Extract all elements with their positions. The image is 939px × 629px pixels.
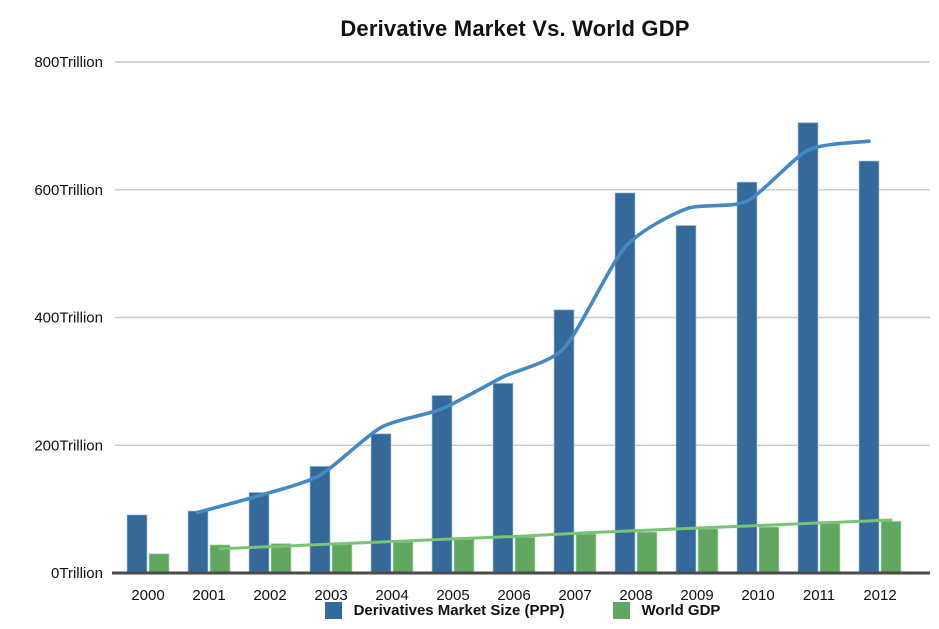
derivatives-legend-swatch-icon xyxy=(324,602,342,619)
x-tick-label-2005: 2005 xyxy=(436,587,469,604)
bar-world-gdp-2005 xyxy=(453,537,475,574)
bar-derivatives-market-size-ppp-2001 xyxy=(187,510,209,574)
bar-world-gdp-2002 xyxy=(270,543,292,574)
bar-world-gdp-2004 xyxy=(392,540,414,574)
y-tick-label-800trillion: 800Trillion xyxy=(34,54,103,71)
bar-derivatives-market-size-ppp-2009 xyxy=(675,225,697,574)
y-tick-label-400trillion: 400Trillion xyxy=(34,310,103,327)
x-tick-label-2009: 2009 xyxy=(680,587,713,604)
bar-derivatives-market-size-ppp-2006 xyxy=(492,382,514,574)
y-tick-label-0trillion: 0Trillion xyxy=(51,565,103,582)
bar-derivatives-market-size-ppp-2011 xyxy=(797,122,819,574)
bar-world-gdp-2007 xyxy=(575,533,597,574)
x-tick-label-2000: 2000 xyxy=(131,587,164,604)
bar-derivatives-market-size-ppp-2010 xyxy=(736,181,758,574)
x-tick-label-2011: 2011 xyxy=(803,587,835,604)
bar-derivatives-market-size-ppp-2000 xyxy=(126,514,148,574)
bar-world-gdp-2011 xyxy=(819,522,841,574)
bar-world-gdp-2003 xyxy=(331,542,353,574)
legend-item-derivatives: Derivatives Market Size (PPP) xyxy=(324,602,565,619)
bar-world-gdp-2012 xyxy=(880,520,902,574)
x-tick-label-2002: 2002 xyxy=(253,587,286,604)
x-tick-label-2012: 2012 xyxy=(863,587,896,604)
world-gdp-legend-swatch-icon xyxy=(612,602,630,619)
legend: Derivatives Market Size (PPP) World GDP xyxy=(115,602,930,619)
derivatives-market-size-trend-line xyxy=(196,139,871,515)
x-tick-label-2004: 2004 xyxy=(375,587,408,604)
bar-derivatives-market-size-ppp-2004 xyxy=(370,433,392,574)
x-tick-label-2010: 2010 xyxy=(741,587,774,604)
y-tick-label-600trillion: 600Trillion xyxy=(34,182,103,199)
legend-label-world-gdp: World GDP xyxy=(641,602,721,619)
world-gdp-trend-line xyxy=(218,518,893,551)
x-tick-label-2006: 2006 xyxy=(497,587,530,604)
bar-derivatives-market-size-ppp-2003 xyxy=(309,465,331,574)
x-tick-label-2001: 2001 xyxy=(192,587,225,604)
bar-derivatives-market-size-ppp-2002 xyxy=(248,492,270,574)
bar-world-gdp-2006 xyxy=(514,536,536,574)
x-tick-label-2007: 2007 xyxy=(558,587,591,604)
x-tick-label-2008: 2008 xyxy=(619,587,652,604)
bar-world-gdp-2000 xyxy=(148,553,170,574)
y-tick-label-200trillion: 200Trillion xyxy=(34,437,103,454)
legend-label-derivatives: Derivatives Market Size (PPP) xyxy=(353,602,565,619)
legend-item-world-gdp: World GDP xyxy=(612,602,721,619)
bar-derivatives-market-size-ppp-2012 xyxy=(858,160,880,574)
chart-title: Derivative Market Vs. World GDP xyxy=(340,16,690,41)
x-tick-label-2003: 2003 xyxy=(314,587,347,604)
bar-world-gdp-2008 xyxy=(636,531,658,574)
bar-world-gdp-2009 xyxy=(697,528,719,574)
bar-world-gdp-2010 xyxy=(758,526,780,574)
bar-derivatives-market-size-ppp-2005 xyxy=(431,394,453,574)
